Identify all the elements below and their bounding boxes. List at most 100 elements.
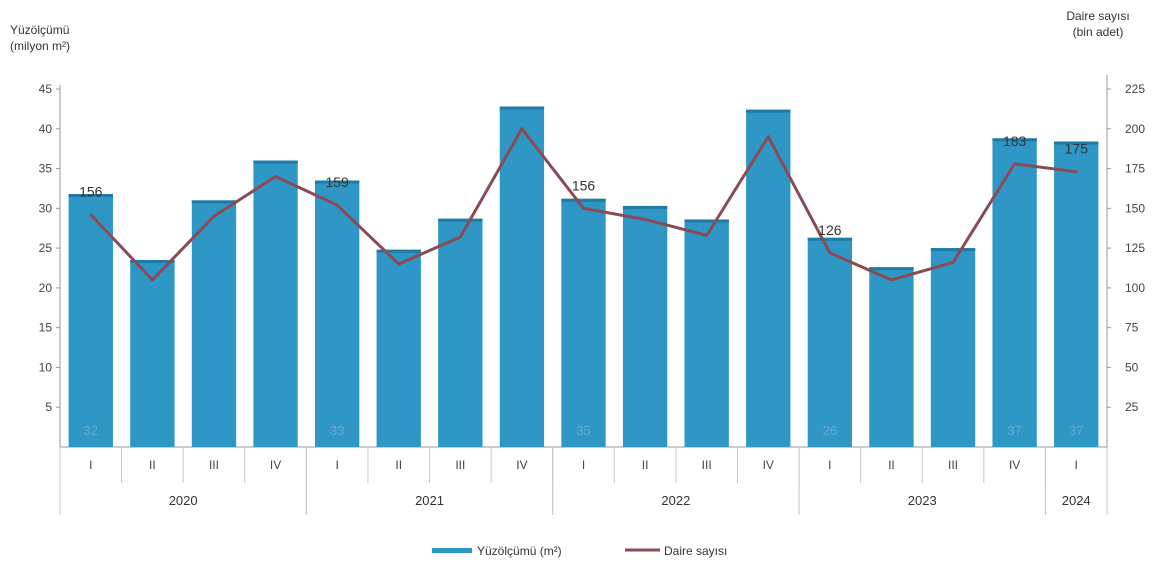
bar-top-edge (992, 138, 1037, 142)
left-axis-ticks: 5 10 15 20 25 30 35 40 45 (39, 82, 60, 414)
line-data-label: 156 (79, 184, 103, 200)
line-data-label: 175 (1065, 141, 1089, 157)
right-tick-label: 175 (1125, 162, 1145, 176)
bar-top-edge (191, 200, 237, 204)
category-label: I (89, 458, 92, 472)
bar-data-label: 37 (1007, 423, 1021, 438)
year-label: 2022 (661, 493, 690, 508)
bar (130, 260, 175, 447)
line-series (89, 127, 1078, 282)
line-point (828, 251, 832, 255)
year-label: 2023 (908, 493, 937, 508)
category-label: IV (270, 458, 281, 472)
line-data-labels: 156 159 156 126 183 175 (79, 133, 1088, 238)
bar (992, 138, 1037, 447)
bar-top-edge (438, 218, 483, 222)
left-tick-label: 5 (45, 400, 52, 414)
bar-data-labels: 32 33 35 26 37 37 (84, 423, 1084, 438)
category-label: II (149, 458, 156, 472)
legend: Yüzölçümü (m²) Daire sayısı (432, 544, 727, 558)
line-point (274, 175, 278, 179)
left-axis-title-line1: Yüzölçümü (10, 23, 69, 37)
category-label: IV (516, 458, 527, 472)
category-label: III (948, 458, 958, 472)
line-point (643, 217, 647, 221)
category-label: II (642, 458, 649, 472)
bar-series (68, 106, 1099, 448)
left-tick-label: 45 (39, 82, 53, 96)
right-axis-title: Daire sayısı (bin adet) (1066, 9, 1129, 39)
year-label: 2020 (169, 493, 198, 508)
bar-data-label: 32 (84, 423, 98, 438)
bar-data-label: 33 (330, 423, 344, 438)
bar (930, 248, 976, 447)
right-tick-label: 100 (1125, 281, 1145, 295)
line-point (397, 262, 401, 266)
right-tick-label: 125 (1125, 241, 1145, 255)
bar-top-edge (130, 260, 175, 264)
line-point (705, 233, 709, 237)
year-label: 2024 (1062, 493, 1091, 508)
line-point (1074, 170, 1078, 174)
category-label: I (335, 458, 338, 472)
bar (1054, 141, 1099, 448)
line-point (212, 214, 216, 218)
bar (684, 219, 729, 447)
left-tick-label: 40 (39, 122, 53, 136)
bar-top-edge (622, 205, 668, 209)
left-tick-label: 10 (39, 360, 53, 374)
right-tick-label: 75 (1125, 321, 1139, 335)
category-label: I (582, 458, 585, 472)
category-label: I (828, 458, 831, 472)
line-data-label: 156 (572, 177, 596, 193)
left-tick-label: 35 (39, 162, 53, 176)
bar-data-label: 37 (1069, 423, 1083, 438)
legend-line-label: Daire sayısı (664, 544, 727, 558)
category-label: III (209, 458, 219, 472)
bar-top-edge (930, 248, 976, 252)
bar (622, 205, 668, 447)
category-label: IV (1009, 458, 1020, 472)
left-tick-label: 15 (39, 321, 53, 335)
legend-bar-swatch (432, 548, 472, 553)
category-label: II (888, 458, 895, 472)
line-point (335, 203, 339, 207)
line-point (520, 127, 524, 131)
bar-top-edge (746, 109, 791, 113)
line-point (1013, 162, 1017, 166)
right-tick-label: 50 (1125, 360, 1139, 374)
bar (191, 200, 237, 447)
bar-top-edge (807, 237, 853, 241)
bar (314, 180, 360, 447)
right-axis-title-line1: Daire sayısı (1066, 9, 1129, 23)
bar-data-label: 26 (823, 423, 837, 438)
bar-data-label: 35 (576, 423, 590, 438)
legend-bar-label: Yüzölçümü (m²) (477, 544, 562, 558)
right-tick-label: 150 (1125, 201, 1145, 215)
bar-top-edge (253, 160, 298, 164)
line-data-label: 126 (818, 222, 842, 238)
bar-top-edge (1054, 141, 1099, 145)
category-label: II (395, 458, 402, 472)
right-tick-label: 25 (1125, 400, 1139, 414)
bar-top-edge (869, 267, 914, 271)
right-axis-ticks: 25 50 75 100 125 150 175 200 225 (1107, 82, 1145, 414)
year-label: 2021 (415, 493, 444, 508)
category-label: I (1075, 458, 1078, 472)
bar (438, 218, 483, 447)
bar-top-edge (499, 106, 545, 110)
right-tick-label: 200 (1125, 122, 1145, 136)
bar-top-edge (68, 194, 113, 198)
line-data-label: 183 (1003, 133, 1027, 149)
category-label: III (455, 458, 465, 472)
bar (499, 106, 545, 447)
left-tick-label: 30 (39, 201, 53, 215)
bar-top-edge (314, 180, 360, 184)
line-point (89, 213, 93, 217)
left-tick-label: 20 (39, 281, 53, 295)
bar-top-edge (684, 219, 729, 223)
bar (561, 198, 606, 447)
category-label: IV (763, 458, 774, 472)
